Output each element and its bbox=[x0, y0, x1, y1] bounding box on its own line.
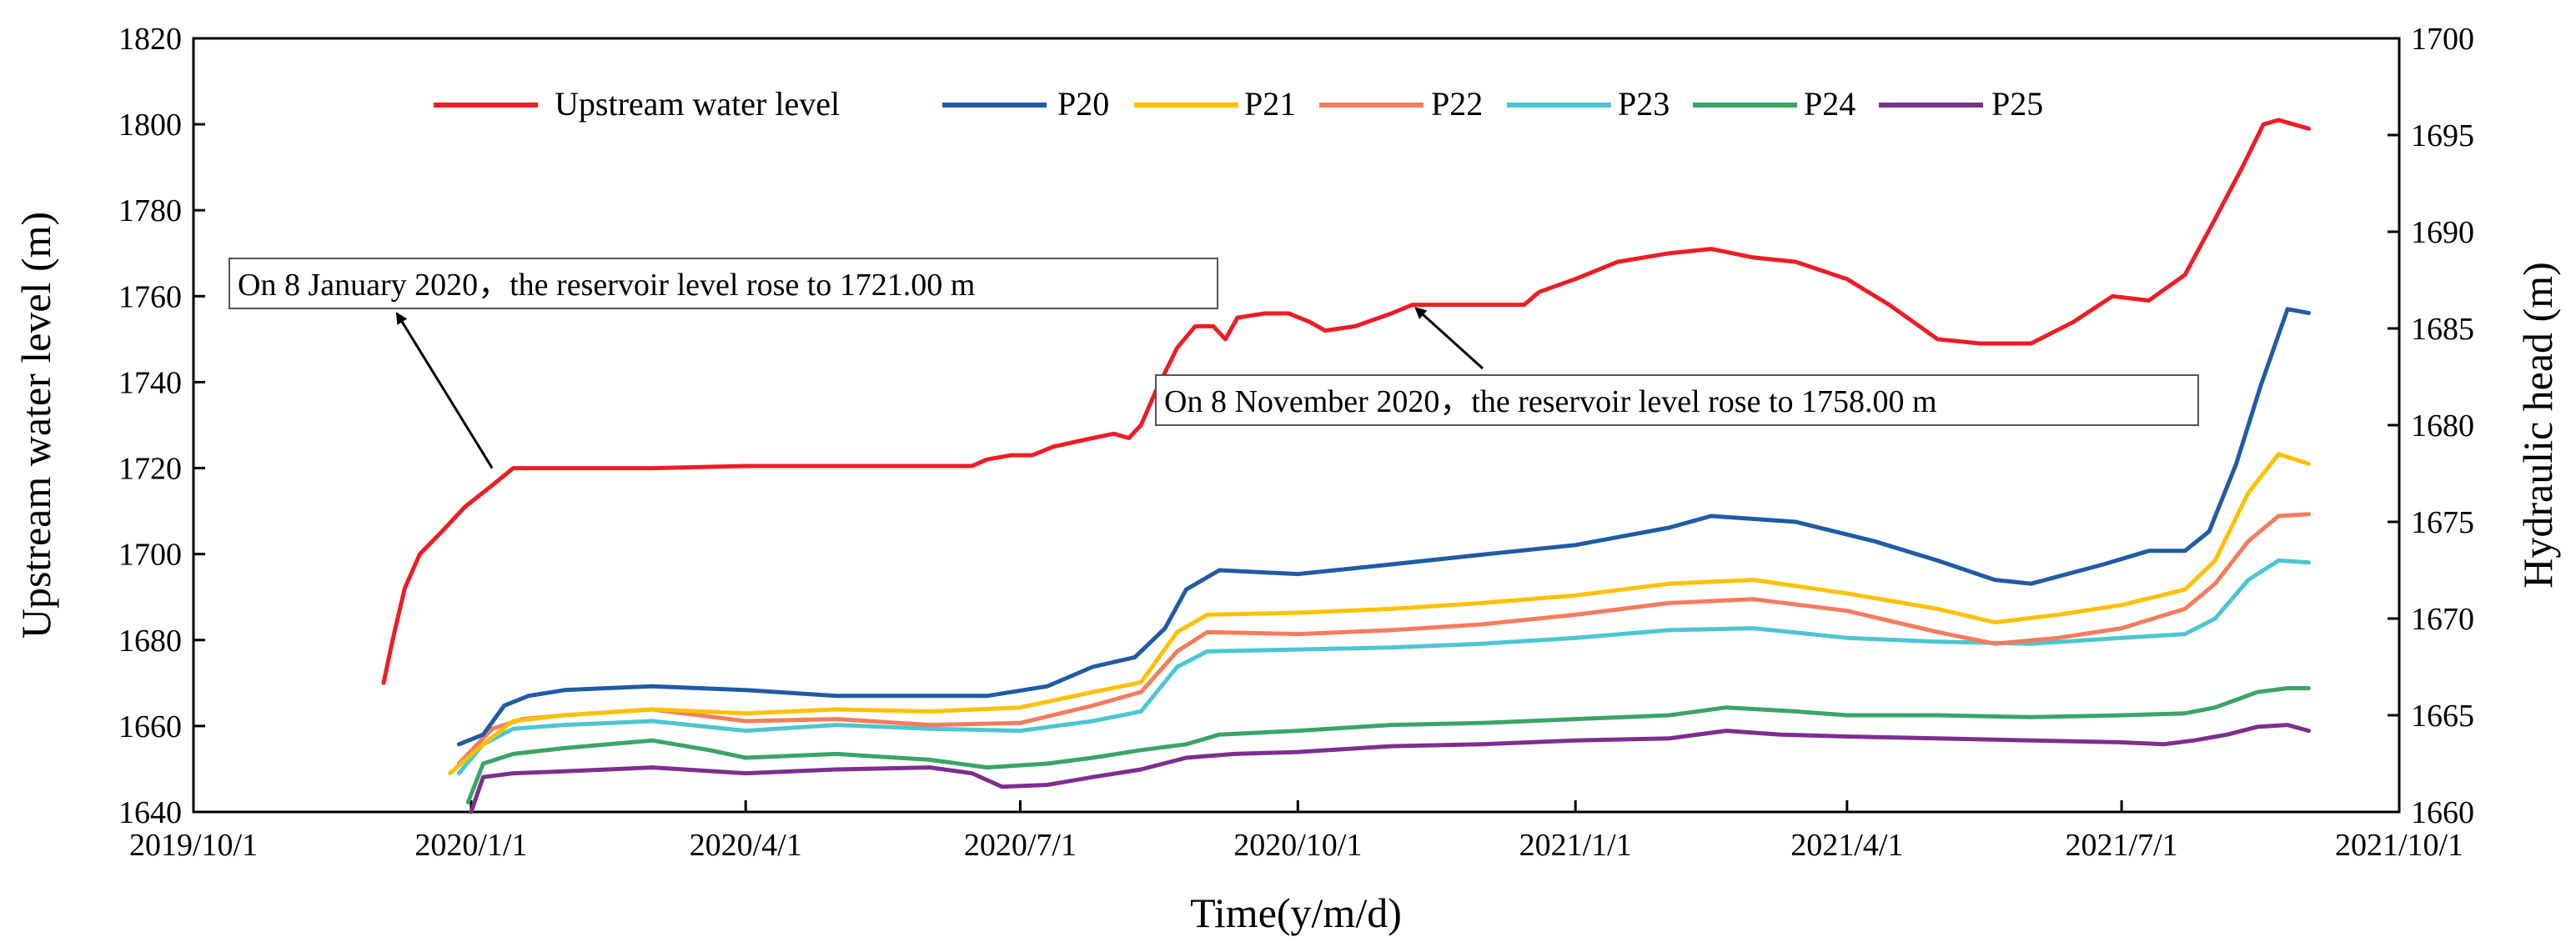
y-left-tick-label: 1740 bbox=[118, 365, 182, 400]
x-tick-label: 2021/7/1 bbox=[2066, 828, 2178, 863]
legend-label-p23: P23 bbox=[1618, 85, 1670, 123]
x-tick-label: 2020/7/1 bbox=[964, 828, 1077, 863]
x-tick-label: 2021/4/1 bbox=[1790, 828, 1903, 863]
y-right-tick-label: 1670 bbox=[2411, 602, 2474, 637]
series-line-upstream-water-level bbox=[381, 118, 2311, 685]
y-left-tick-label: 1800 bbox=[118, 108, 182, 143]
y-right-tick-label: 1695 bbox=[2411, 118, 2474, 153]
y-left-tick-label: 1780 bbox=[118, 193, 182, 228]
annotation-text: On 8 November 2020，the reservoir level r… bbox=[1164, 384, 1937, 419]
y-axis-title-right: Hydraulic head (m) bbox=[2514, 262, 2561, 589]
legend-label-p25: P25 bbox=[1991, 85, 2043, 123]
annotation-text: On 8 January 2020，the reservoir level ro… bbox=[238, 268, 975, 303]
series-line-p24 bbox=[465, 686, 2311, 804]
x-tick-label: 2020/4/1 bbox=[690, 828, 802, 863]
x-tick-label: 2020/1/1 bbox=[414, 828, 527, 863]
series-line-p22 bbox=[456, 512, 2311, 766]
legend-label-p24: P24 bbox=[1804, 85, 1855, 123]
annotation-arrow bbox=[1414, 307, 1484, 370]
legend-label-p20: P20 bbox=[1057, 85, 1109, 123]
annotation-box bbox=[228, 258, 1218, 309]
series-line-p21 bbox=[448, 452, 2311, 776]
y-left-tick-label: 1820 bbox=[118, 22, 182, 57]
annotation-arrow bbox=[395, 312, 494, 469]
x-axis-title: Time(y/m/d) bbox=[1190, 889, 1402, 936]
y-axis-title-left: Upstream water level (m) bbox=[13, 212, 59, 639]
series-line-p20 bbox=[456, 307, 2311, 747]
series-line-p23 bbox=[456, 558, 2311, 776]
y-left-tick-label: 1760 bbox=[118, 279, 182, 314]
y-right-tick-label: 1685 bbox=[2411, 312, 2474, 347]
y-left-tick-label: 1680 bbox=[118, 624, 182, 659]
x-tick-label: 2019/10/1 bbox=[129, 828, 258, 863]
y-right-tick-label: 1680 bbox=[2411, 408, 2474, 443]
y-left-tick-label: 1720 bbox=[118, 452, 182, 487]
x-tick-label: 2020/10/1 bbox=[1233, 828, 1362, 863]
legend-label-upstream-water-level: Upstream water level bbox=[555, 85, 840, 123]
y-right-tick-label: 1675 bbox=[2411, 505, 2474, 540]
y-right-tick-label: 1700 bbox=[2411, 22, 2474, 57]
legend-label-p22: P22 bbox=[1431, 85, 1483, 123]
x-tick-label: 2021/10/1 bbox=[2335, 828, 2463, 863]
series-line-p25 bbox=[469, 723, 2311, 814]
legend-label-p21: P21 bbox=[1244, 85, 1296, 123]
y-left-tick-label: 1700 bbox=[118, 538, 182, 573]
y-left-tick-label: 1640 bbox=[118, 795, 182, 830]
y-left-tick-label: 1660 bbox=[118, 709, 182, 744]
annotation-box bbox=[1155, 374, 2199, 426]
y-right-tick-label: 1690 bbox=[2411, 215, 2474, 250]
x-tick-label: 2021/1/1 bbox=[1519, 828, 1632, 863]
y-right-tick-label: 1665 bbox=[2411, 699, 2474, 734]
y-right-tick-label: 1660 bbox=[2411, 795, 2474, 830]
